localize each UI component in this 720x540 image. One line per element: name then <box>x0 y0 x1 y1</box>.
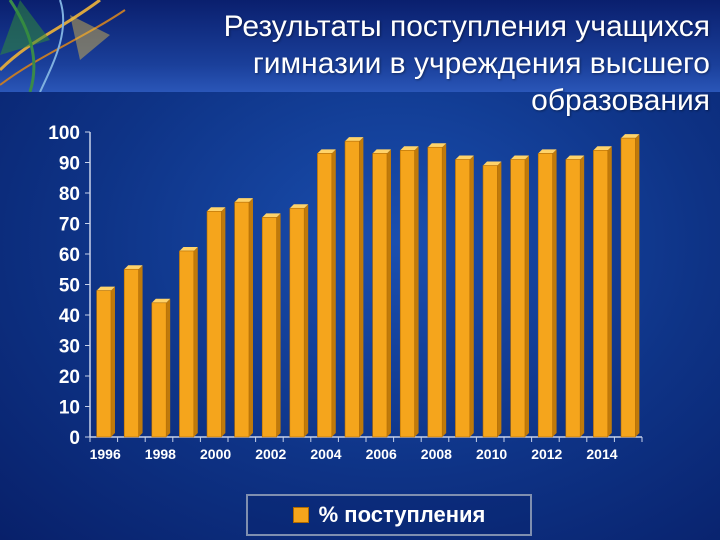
legend-label: % поступления <box>318 502 486 527</box>
title-line-2: гимназии в учреждения высшего <box>252 47 710 80</box>
bar <box>234 201 250 438</box>
bar-top <box>565 155 585 160</box>
bar <box>455 159 471 438</box>
bar-top <box>372 149 391 154</box>
y-tick-label: 70 <box>59 215 80 236</box>
x-tick-label: 2008 <box>421 446 452 462</box>
title-band <box>0 0 720 92</box>
bar <box>510 159 526 438</box>
bar-side <box>469 155 474 437</box>
bar-side <box>331 149 336 437</box>
bar <box>399 150 415 438</box>
bar <box>620 137 636 438</box>
chart-legend: % поступления <box>246 494 532 536</box>
bar <box>372 153 388 438</box>
bar <box>344 140 360 438</box>
x-tick-label: 2002 <box>255 446 286 462</box>
y-tick-label: 40 <box>59 306 80 327</box>
bar-top <box>400 146 419 151</box>
bar <box>151 302 167 438</box>
y-tick-label: 0 <box>69 428 80 449</box>
bar-side <box>193 246 198 437</box>
x-tick-label: 2000 <box>200 446 231 462</box>
legend-swatch <box>292 507 309 523</box>
y-tick-label: 100 <box>48 123 80 144</box>
bar <box>427 146 443 438</box>
bar <box>289 207 305 438</box>
x-tick-label: 2004 <box>310 446 341 462</box>
bar-top <box>593 146 612 151</box>
x-tick-label: 1996 <box>90 446 121 462</box>
bar-side <box>386 149 391 437</box>
bar <box>206 211 222 438</box>
bar-top <box>234 198 253 203</box>
y-tick-label: 60 <box>59 245 80 266</box>
bar <box>123 268 139 438</box>
title-line-1: Результаты поступления учащихся <box>223 10 710 43</box>
bar-top <box>124 265 143 270</box>
bar <box>317 153 333 438</box>
bar-side <box>414 146 419 438</box>
bar-side <box>607 146 612 438</box>
bar-top <box>262 213 281 218</box>
bar-top <box>207 207 226 212</box>
bar-side <box>166 298 171 437</box>
bar-side <box>524 155 529 437</box>
bar <box>482 165 498 438</box>
y-tick-label: 50 <box>59 276 80 297</box>
bar <box>179 250 195 438</box>
bar-side <box>552 149 557 437</box>
bar-side <box>635 134 640 437</box>
bar-side <box>276 213 281 437</box>
bar-top <box>427 143 447 148</box>
decorative-swirl-icon <box>0 0 126 92</box>
bar-side <box>138 265 143 437</box>
bar <box>261 217 277 438</box>
bar-side <box>221 207 226 437</box>
bar-side <box>110 286 115 437</box>
slide-title: Результаты поступления учащихся гимназии… <box>110 8 710 119</box>
bar-top <box>510 155 529 160</box>
y-tick-label: 30 <box>59 337 80 358</box>
bar-side <box>248 198 253 437</box>
bar <box>593 150 609 438</box>
bar-side <box>359 137 364 437</box>
bar-top <box>345 137 364 142</box>
y-tick-label: 90 <box>59 154 80 175</box>
bar <box>537 153 553 438</box>
bar-top <box>455 155 474 160</box>
title-line-3: образования <box>531 84 710 117</box>
bar-top <box>151 298 171 303</box>
bar-top <box>483 161 502 166</box>
y-tick-label: 10 <box>59 398 80 419</box>
x-tick-label: 2012 <box>531 446 562 462</box>
bar-side <box>442 143 447 437</box>
y-tick-label: 20 <box>59 367 80 388</box>
bar-side <box>580 155 585 437</box>
bar-side <box>497 161 502 438</box>
bar-top <box>289 204 309 209</box>
bar-side <box>304 204 309 437</box>
x-tick-label: 1998 <box>145 446 176 462</box>
x-tick-label: 2006 <box>366 446 397 462</box>
x-tick-label: 2014 <box>586 446 617 462</box>
bar-top <box>621 134 640 139</box>
x-tick-label: 2010 <box>476 446 507 462</box>
y-tick-label: 80 <box>59 184 80 205</box>
bar-top <box>179 246 198 251</box>
bar <box>96 290 112 438</box>
bar-top <box>96 286 115 291</box>
bar-top <box>317 149 336 154</box>
bar <box>565 159 581 438</box>
bar-top <box>538 149 557 154</box>
